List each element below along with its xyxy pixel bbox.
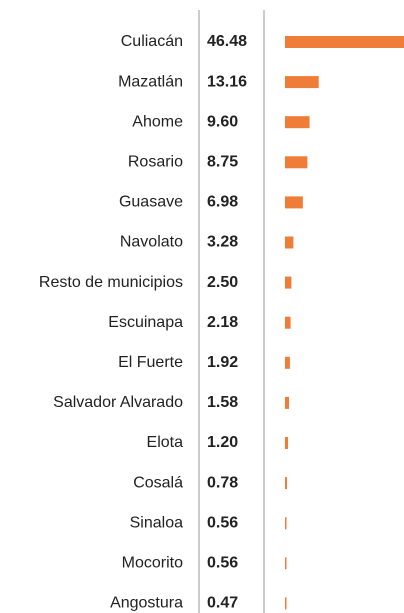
category-label: Ahome <box>132 113 183 130</box>
value-label: 1.20 <box>207 434 238 451</box>
category-label: Mazatlán <box>118 73 183 90</box>
value-label: 0.78 <box>207 474 238 491</box>
value-label: 1.92 <box>207 354 238 371</box>
category-label: Mocorito <box>122 555 183 572</box>
bar <box>285 116 310 129</box>
bar <box>285 36 404 48</box>
category-label: Guasave <box>119 194 183 211</box>
value-label: 9.60 <box>207 113 238 130</box>
category-label: Resto de municipios <box>39 274 183 291</box>
category-label: Salvador Alvarado <box>53 394 183 411</box>
value-label: 0.47 <box>207 595 238 612</box>
value-label: 2.18 <box>207 314 238 331</box>
value-label: 0.56 <box>207 555 238 572</box>
value-label: 0.56 <box>207 514 238 531</box>
category-label: Elota <box>147 434 184 451</box>
value-label: 13.16 <box>207 73 247 90</box>
value-label: 2.50 <box>207 274 238 291</box>
bar <box>285 76 319 89</box>
category-label: Navolato <box>120 234 183 251</box>
bar <box>285 196 303 209</box>
category-label: Escuinapa <box>108 314 183 331</box>
bar <box>285 517 287 530</box>
bar <box>285 396 290 409</box>
category-label: Angostura <box>110 595 183 612</box>
category-label: El Fuerte <box>118 354 183 371</box>
category-label: Cosalá <box>133 474 183 491</box>
bar <box>285 156 308 169</box>
bar <box>285 356 290 369</box>
bar <box>285 597 287 610</box>
value-label: 46.48 <box>207 33 247 50</box>
bar <box>285 276 292 289</box>
category-label: Rosario <box>128 154 183 171</box>
value-label: 8.75 <box>207 154 238 171</box>
bar <box>285 437 289 449</box>
bar <box>285 316 291 329</box>
bar <box>285 236 294 249</box>
bar <box>285 477 287 490</box>
category-label: Sinaloa <box>130 514 183 531</box>
bar <box>285 557 287 570</box>
value-label: 6.98 <box>207 194 238 211</box>
category-label: Culiacán <box>121 33 183 50</box>
value-label: 1.58 <box>207 394 238 411</box>
value-label: 3.28 <box>207 234 238 251</box>
